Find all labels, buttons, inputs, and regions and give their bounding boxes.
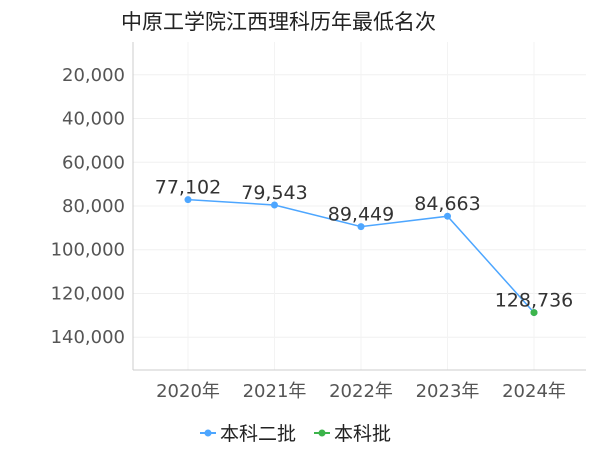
legend-label: 本科二批 xyxy=(220,423,296,445)
legend-item[interactable]: 本科批 xyxy=(314,423,391,445)
x-tick-label: 2022年 xyxy=(329,381,393,402)
data-point-series-0 xyxy=(357,223,365,231)
legend-label: 本科批 xyxy=(334,423,391,445)
chart-title: 中原工学院江西理科历年最低名次 xyxy=(121,10,436,34)
x-tick-label: 2024年 xyxy=(502,381,566,402)
data-point-series-0 xyxy=(271,201,278,209)
y-tick-label: 20,000 xyxy=(62,65,125,86)
x-tick-label: 2023年 xyxy=(416,381,480,402)
data-labels: 77,102 79,543 89,449 84,663 128,736 xyxy=(155,177,574,312)
x-tick-label: 2020年 xyxy=(156,381,220,402)
data-points xyxy=(184,196,538,317)
y-tick-label: 100,000 xyxy=(51,240,125,261)
data-label: 79,543 xyxy=(241,182,307,204)
data-label: 128,736 xyxy=(495,290,574,312)
legend-marker-icon xyxy=(204,429,212,437)
data-label: 89,449 xyxy=(328,204,394,226)
axes: 20,000 40,000 60,000 80,000 100,000 120,000 14… xyxy=(51,42,586,402)
legend-marker-icon xyxy=(318,429,326,437)
y-tick-label: 140,000 xyxy=(51,327,125,348)
data-point-series-1 xyxy=(530,309,538,317)
x-tick-label: 2021年 xyxy=(243,381,307,402)
y-tick-label: 80,000 xyxy=(62,196,125,217)
data-point-series-0 xyxy=(444,212,451,220)
legend[interactable]: 本科二批 本科批 xyxy=(200,423,391,445)
legend-item[interactable]: 本科二批 xyxy=(200,423,296,445)
y-tick-label: 120,000 xyxy=(51,283,125,304)
y-tick-label: 60,000 xyxy=(62,152,125,173)
y-tick-label: 40,000 xyxy=(62,109,125,130)
data-label: 77,102 xyxy=(155,177,221,199)
grid xyxy=(133,42,586,370)
data-point-series-0 xyxy=(184,196,192,204)
data-label: 84,663 xyxy=(414,193,480,215)
